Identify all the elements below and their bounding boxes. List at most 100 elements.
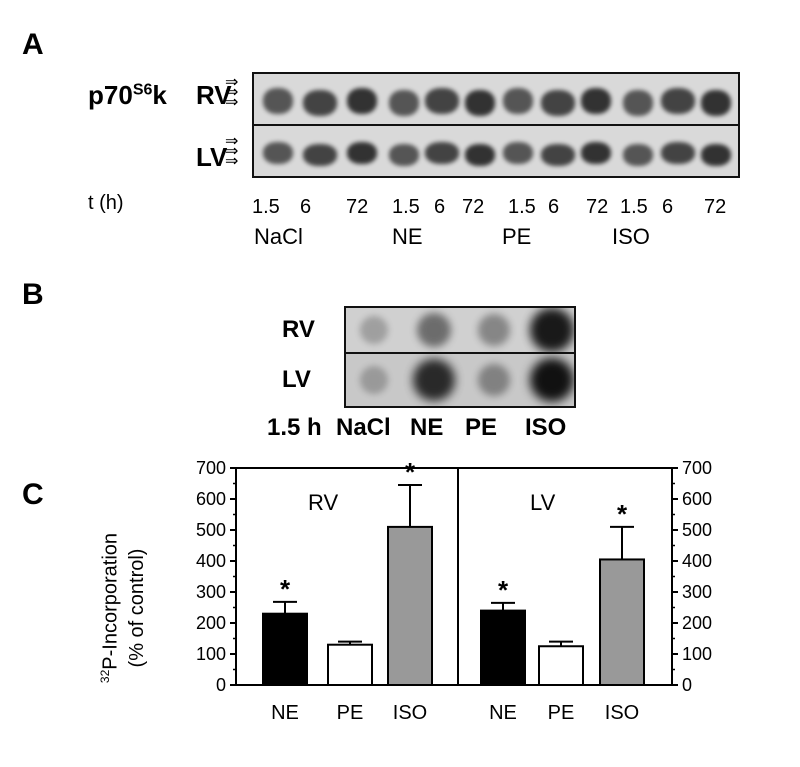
group-name: NaCl	[254, 224, 303, 249]
y-tick-label-right: 400	[682, 551, 712, 571]
time-value: 1.5	[252, 196, 280, 218]
time-value: 6	[434, 196, 446, 218]
blot-band	[263, 88, 293, 114]
dotblot-lane-label: NE	[410, 414, 444, 441]
blot-band	[303, 144, 337, 166]
y-tick-label-right: 300	[682, 582, 712, 602]
y-tick-label-right: 100	[682, 644, 712, 664]
time-value: 72	[704, 196, 727, 218]
significance-star: *	[617, 499, 628, 529]
y-tick-label-right: 0	[682, 675, 692, 695]
y-tick-label-left: 300	[196, 582, 226, 602]
significance-star: *	[280, 574, 291, 604]
time-value: 6	[300, 196, 312, 218]
bar	[387, 525, 433, 687]
western-blot-lv	[252, 124, 740, 178]
x-category-label: ISO	[393, 702, 427, 724]
lv-arrows: ⇒ ⇒ ⇒	[225, 134, 239, 170]
blot-band	[347, 142, 377, 164]
dot-spot	[359, 365, 389, 395]
time-value: 72	[462, 196, 485, 218]
time-value: 1.5	[508, 196, 536, 218]
blot-a-row-lv: LV	[196, 142, 228, 172]
subplot-title: RV	[308, 490, 338, 515]
group-name: NE	[392, 224, 423, 249]
blot-band	[347, 88, 377, 114]
x-category-label: NE	[271, 702, 299, 724]
dot-spot	[478, 364, 510, 396]
arrow-icon: ⇒	[225, 84, 239, 101]
dot-spot	[359, 315, 389, 345]
y-tick-label-left: 100	[196, 644, 226, 664]
x-category-label: PE	[548, 702, 575, 724]
dotblot-row-lv: LV	[282, 366, 311, 393]
dot-spot	[416, 312, 452, 348]
blot-band	[661, 142, 695, 164]
blot-band	[661, 88, 695, 114]
protein-label: p70S6k	[88, 80, 167, 111]
y-tick-label-left: 200	[196, 613, 226, 633]
panel-a-letter: A	[22, 28, 44, 61]
dotblot-lane-label: ISO	[525, 414, 567, 441]
group-name: ISO	[612, 224, 650, 249]
dotblot-lane-label: NaCl	[336, 414, 391, 441]
y-tick-label-right: 500	[682, 520, 712, 540]
protein-superscript: S6	[132, 81, 153, 99]
x-category-label: NE	[489, 702, 517, 724]
time-value: 72	[346, 196, 369, 218]
significance-star: *	[498, 575, 509, 605]
x-category-label: ISO	[605, 702, 639, 724]
blot-a-row-rv: RV	[196, 80, 232, 110]
y-tick-label-right: 200	[682, 613, 712, 633]
blot-band	[389, 90, 419, 116]
bar	[599, 558, 645, 687]
blot-band	[503, 142, 533, 164]
blot-band	[701, 90, 731, 116]
y-tick-label-left: 700	[196, 458, 226, 478]
blot-band	[465, 90, 495, 116]
blot-band	[389, 144, 419, 166]
time-label: t (h)	[88, 192, 124, 214]
blot-band	[425, 88, 459, 114]
panel-b-letter: B	[22, 278, 44, 311]
blot-band	[503, 88, 533, 114]
protein-tail: k	[152, 80, 167, 110]
significance-star: *	[405, 457, 416, 487]
time-value: 72	[586, 196, 609, 218]
bar	[262, 612, 308, 687]
blot-band	[263, 142, 293, 164]
x-category-label: PE	[337, 702, 364, 724]
arrow-icon: ⇒	[225, 153, 239, 170]
western-blot-rv	[252, 72, 740, 126]
panel-c-letter: C	[22, 478, 44, 511]
subplot-title: LV	[530, 490, 556, 515]
blot-band	[581, 142, 611, 164]
blot-band	[541, 144, 575, 166]
dot-spot	[478, 314, 510, 346]
blot-band	[623, 90, 653, 116]
blot-band	[425, 142, 459, 164]
bar	[480, 609, 526, 686]
group-name: PE	[502, 224, 532, 249]
time-value: 6	[662, 196, 674, 218]
time-value: 6	[548, 196, 560, 218]
dot-spot	[530, 358, 574, 402]
arrow-icon: ⇒	[225, 74, 239, 91]
blot-band	[541, 90, 575, 116]
dotblot-row-rv: RV	[282, 316, 315, 343]
rv-arrows: ⇒ ⇒ ⇒	[225, 74, 239, 111]
blot-band	[581, 88, 611, 114]
blot-band	[701, 144, 731, 166]
y-tick-label-left: 600	[196, 489, 226, 509]
y-tick-label-left: 0	[216, 675, 226, 695]
time-value: 1.5	[620, 196, 648, 218]
bar	[538, 645, 584, 686]
dot-blot-rv	[344, 306, 576, 354]
y-tick-label-left: 400	[196, 551, 226, 571]
dotblot-lane-label: PE	[465, 414, 498, 441]
dot-blot-lv	[344, 352, 576, 408]
protein-main: p70	[88, 80, 133, 110]
y-tick-label-right: 600	[682, 489, 712, 509]
blot-band	[303, 90, 337, 116]
